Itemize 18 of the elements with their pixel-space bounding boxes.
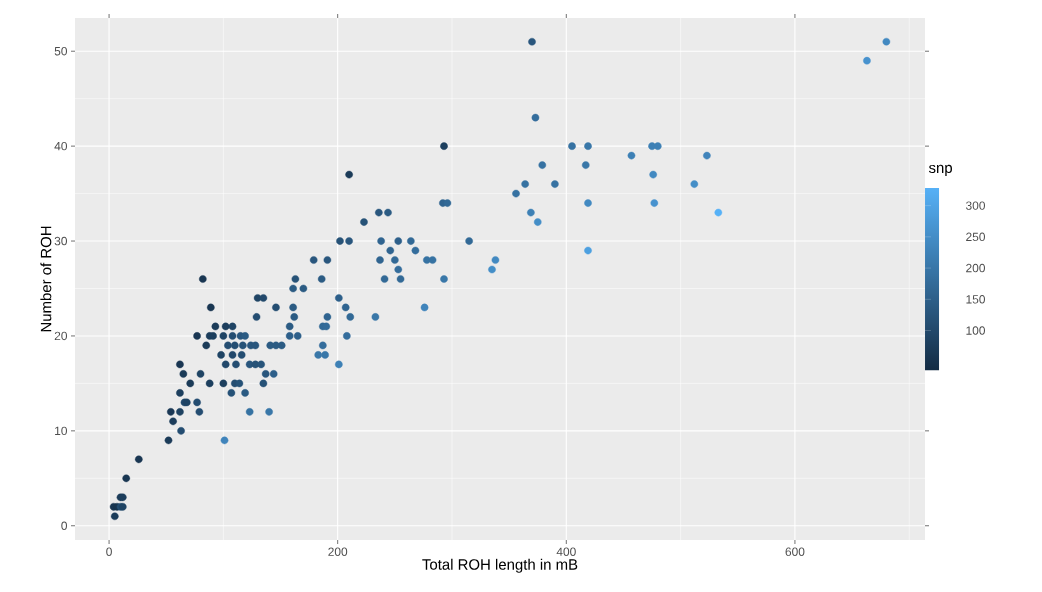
y-tick-label: 50 [54, 46, 68, 56]
color-bar-label: 200 [966, 263, 986, 273]
x-tick-label: 0 [106, 547, 112, 556]
y-tick-label: 20 [54, 331, 68, 341]
x-tick-label: 200 [328, 547, 348, 556]
color-bar-title: snp [928, 164, 952, 176]
color-bar-label: 100 [966, 326, 986, 335]
color-bar-label: 150 [966, 295, 986, 304]
color-bar-label: 300 [965, 201, 986, 210]
y-tick-label: 40 [54, 141, 68, 151]
y-tick-label: 10 [55, 426, 68, 436]
y-axis-title: Number of ROH [40, 226, 52, 332]
y-tick-label: 30 [54, 236, 68, 246]
y-tick-label: 0 [61, 521, 68, 530]
color-bar-label: 250 [966, 232, 986, 242]
x-tick-label: 400 [556, 547, 576, 556]
x-axis-title: Total ROH length in mB [422, 558, 578, 573]
x-tick-label: 600 [785, 547, 805, 556]
